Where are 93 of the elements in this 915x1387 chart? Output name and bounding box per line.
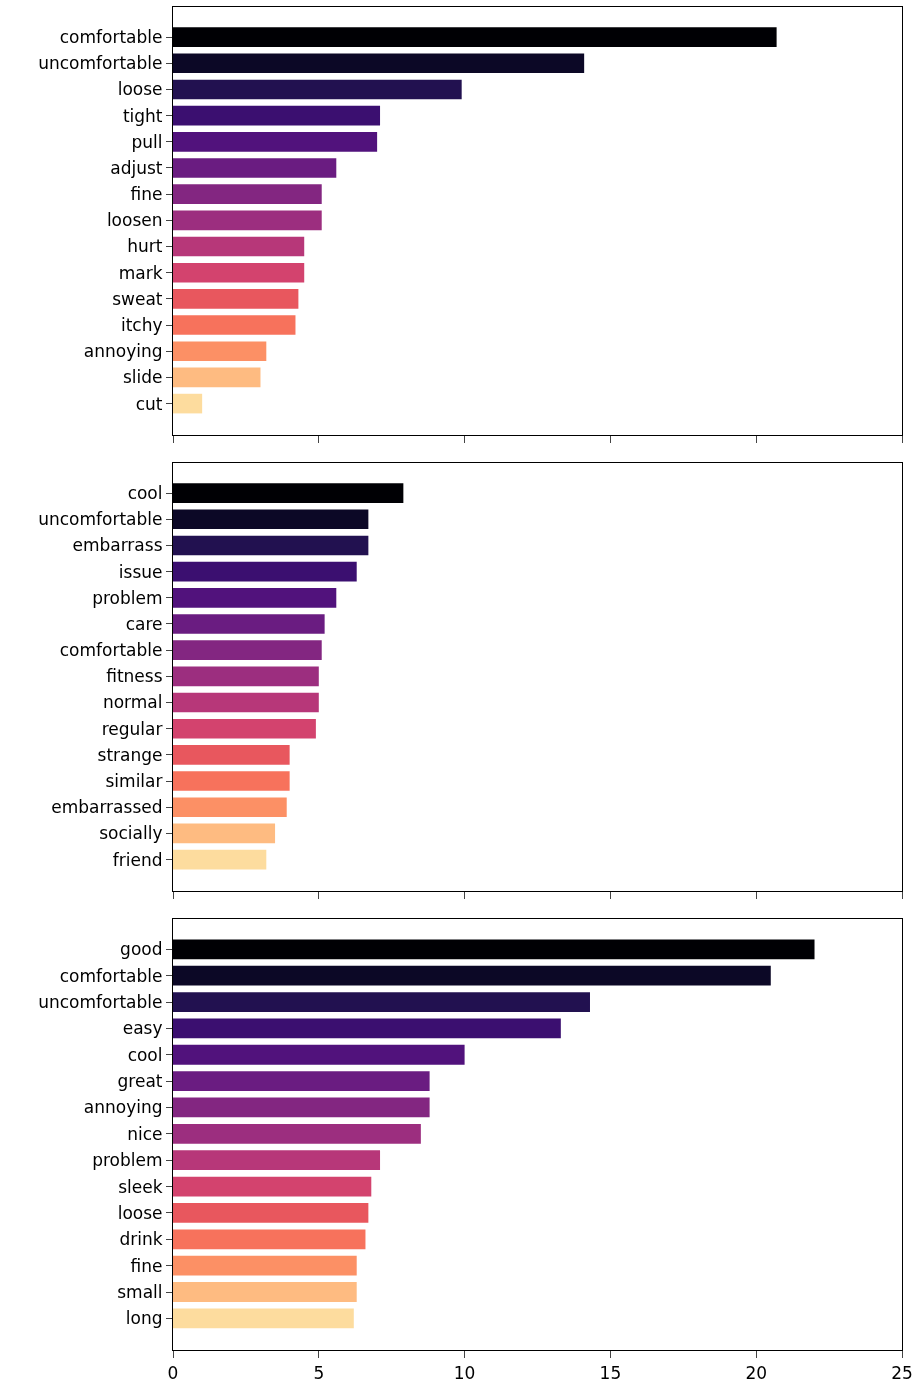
bar [173, 718, 316, 739]
y-tick-label: adjust [110, 157, 163, 178]
y-tick-label: itchy [120, 315, 163, 336]
bar [173, 184, 322, 204]
bar [173, 79, 462, 100]
bar [173, 53, 585, 74]
bar [173, 1044, 465, 1065]
bar [173, 666, 319, 687]
y-tick-label: fine [130, 184, 163, 205]
bar [173, 393, 203, 414]
y-tick-label: comfortable [59, 640, 163, 661]
y-tick-label: problem [92, 1150, 163, 1171]
y-tick-label: loose [117, 1202, 163, 1223]
bar [173, 1097, 430, 1118]
y-tick-label: fine [130, 1255, 163, 1276]
y-tick-label: slide [122, 367, 163, 388]
x-tick-label: 15 [599, 1362, 622, 1383]
y-tick-label: strange [97, 744, 163, 765]
y-tick-label: normal [102, 692, 163, 713]
bar [173, 745, 290, 765]
y-tick-label: issue [118, 561, 163, 582]
y-tick-label: tight [122, 105, 163, 126]
bar [173, 236, 305, 257]
y-tick-label: uncomfortable [38, 509, 163, 530]
y-tick-label: uncomfortable [38, 53, 163, 74]
bar [173, 823, 276, 844]
y-tick-label: easy [122, 1018, 163, 1039]
y-tick-label: great [117, 1071, 163, 1092]
bar [173, 1018, 561, 1039]
y-tick-label: annoying [83, 1097, 163, 1118]
bar [173, 1282, 357, 1302]
bar [173, 289, 299, 309]
bar [173, 849, 267, 870]
y-tick-label: cool [127, 1044, 163, 1065]
y-tick-label: drink [119, 1229, 163, 1250]
y-tick-label: loosen [106, 210, 163, 231]
x-tick-label: 10 [453, 1362, 476, 1383]
bar [173, 797, 287, 818]
y-tick-label: uncomfortable [38, 991, 163, 1012]
bar [173, 965, 771, 986]
x-tick-label: 20 [745, 1362, 768, 1383]
bar [173, 341, 267, 362]
bar [173, 1203, 369, 1223]
y-tick-label: cut [135, 393, 163, 414]
y-tick-label: mark [118, 262, 163, 283]
bar [173, 692, 319, 713]
bar [173, 1150, 381, 1171]
y-tick-label: socially [99, 823, 163, 844]
bar [173, 210, 322, 231]
bar [173, 1176, 372, 1197]
bar [173, 105, 381, 126]
y-tick-label: pull [131, 131, 163, 152]
y-tick-label: friend [112, 849, 163, 870]
bar [173, 158, 337, 178]
bar [173, 1071, 430, 1091]
bar [173, 262, 305, 283]
bar [173, 588, 337, 608]
bar [173, 1255, 357, 1276]
x-tick-label: 5 [313, 1362, 325, 1383]
y-tick-label: good [120, 939, 163, 960]
bar [173, 561, 357, 582]
x-tick-label: 0 [167, 1362, 179, 1383]
y-tick-label: comfortable [59, 27, 163, 48]
y-tick-label: similar [105, 771, 163, 792]
y-tick-label: loose [117, 79, 163, 100]
bar [173, 1308, 354, 1329]
y-tick-label: small [117, 1281, 163, 1302]
y-tick-label: hurt [127, 236, 163, 257]
x-tick-label: 25 [891, 1362, 913, 1383]
y-tick-label: embarrassed [51, 797, 163, 818]
y-tick-label: annoying [83, 341, 163, 362]
bar [173, 992, 590, 1012]
y-tick-label: embarrass [72, 535, 163, 556]
y-tick-label: comfortable [59, 965, 163, 986]
bar [173, 1229, 366, 1250]
bar [173, 367, 261, 388]
y-tick-label: cool [127, 483, 163, 504]
bar [173, 509, 369, 530]
bar [173, 315, 296, 335]
bar [173, 640, 322, 660]
y-tick-label: care [125, 613, 163, 634]
bar [173, 1123, 421, 1144]
bar [173, 132, 378, 152]
y-tick-label: regular [101, 718, 163, 739]
y-tick-label: fitness [106, 666, 163, 687]
y-tick-label: sweat [112, 288, 163, 309]
y-tick-label: problem [92, 587, 163, 608]
y-tick-label: sleek [118, 1176, 163, 1197]
bar [173, 771, 290, 791]
y-tick-label: nice [127, 1123, 163, 1144]
bar [173, 614, 325, 634]
y-tick-label: long [125, 1308, 163, 1329]
bar [173, 535, 369, 556]
